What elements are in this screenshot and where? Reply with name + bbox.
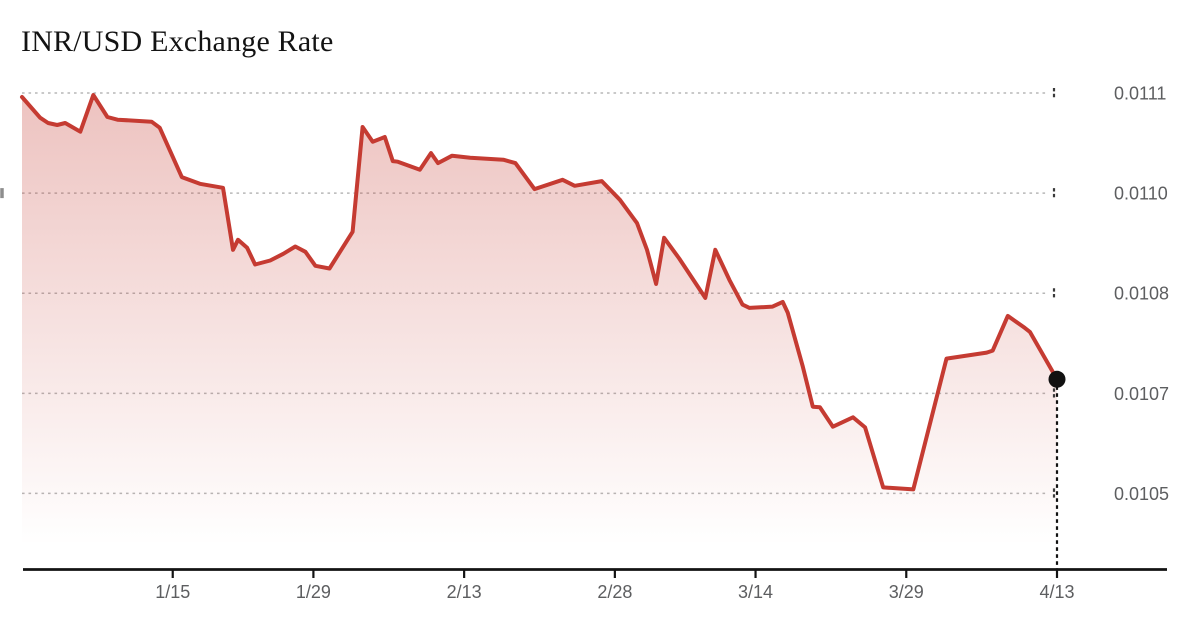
price-area — [22, 95, 1057, 570]
y-axis-label: 0.0110 — [1114, 184, 1168, 204]
y-axis-label: 0.0105 — [1114, 484, 1169, 504]
x-axis-label: 2/28 — [597, 582, 632, 602]
y-axis-label: 0.0107 — [1114, 384, 1169, 404]
price-line — [20, 93, 1059, 492]
page-title: INR/USD Exchange Rate — [21, 25, 334, 58]
x-axis-label: 4/13 — [1039, 582, 1074, 602]
x-axis-label: 3/29 — [889, 582, 924, 602]
x-axis-label: 1/29 — [296, 582, 331, 602]
last-point-marker — [1048, 370, 1066, 388]
y-axis-label: 0.0108 — [1114, 284, 1169, 304]
x-axis-label: 3/14 — [738, 582, 773, 602]
x-axis-label: 2/13 — [447, 582, 482, 602]
y-axis-label: 0.0111 — [1114, 84, 1166, 104]
x-axis-label: 1/15 — [155, 582, 190, 602]
